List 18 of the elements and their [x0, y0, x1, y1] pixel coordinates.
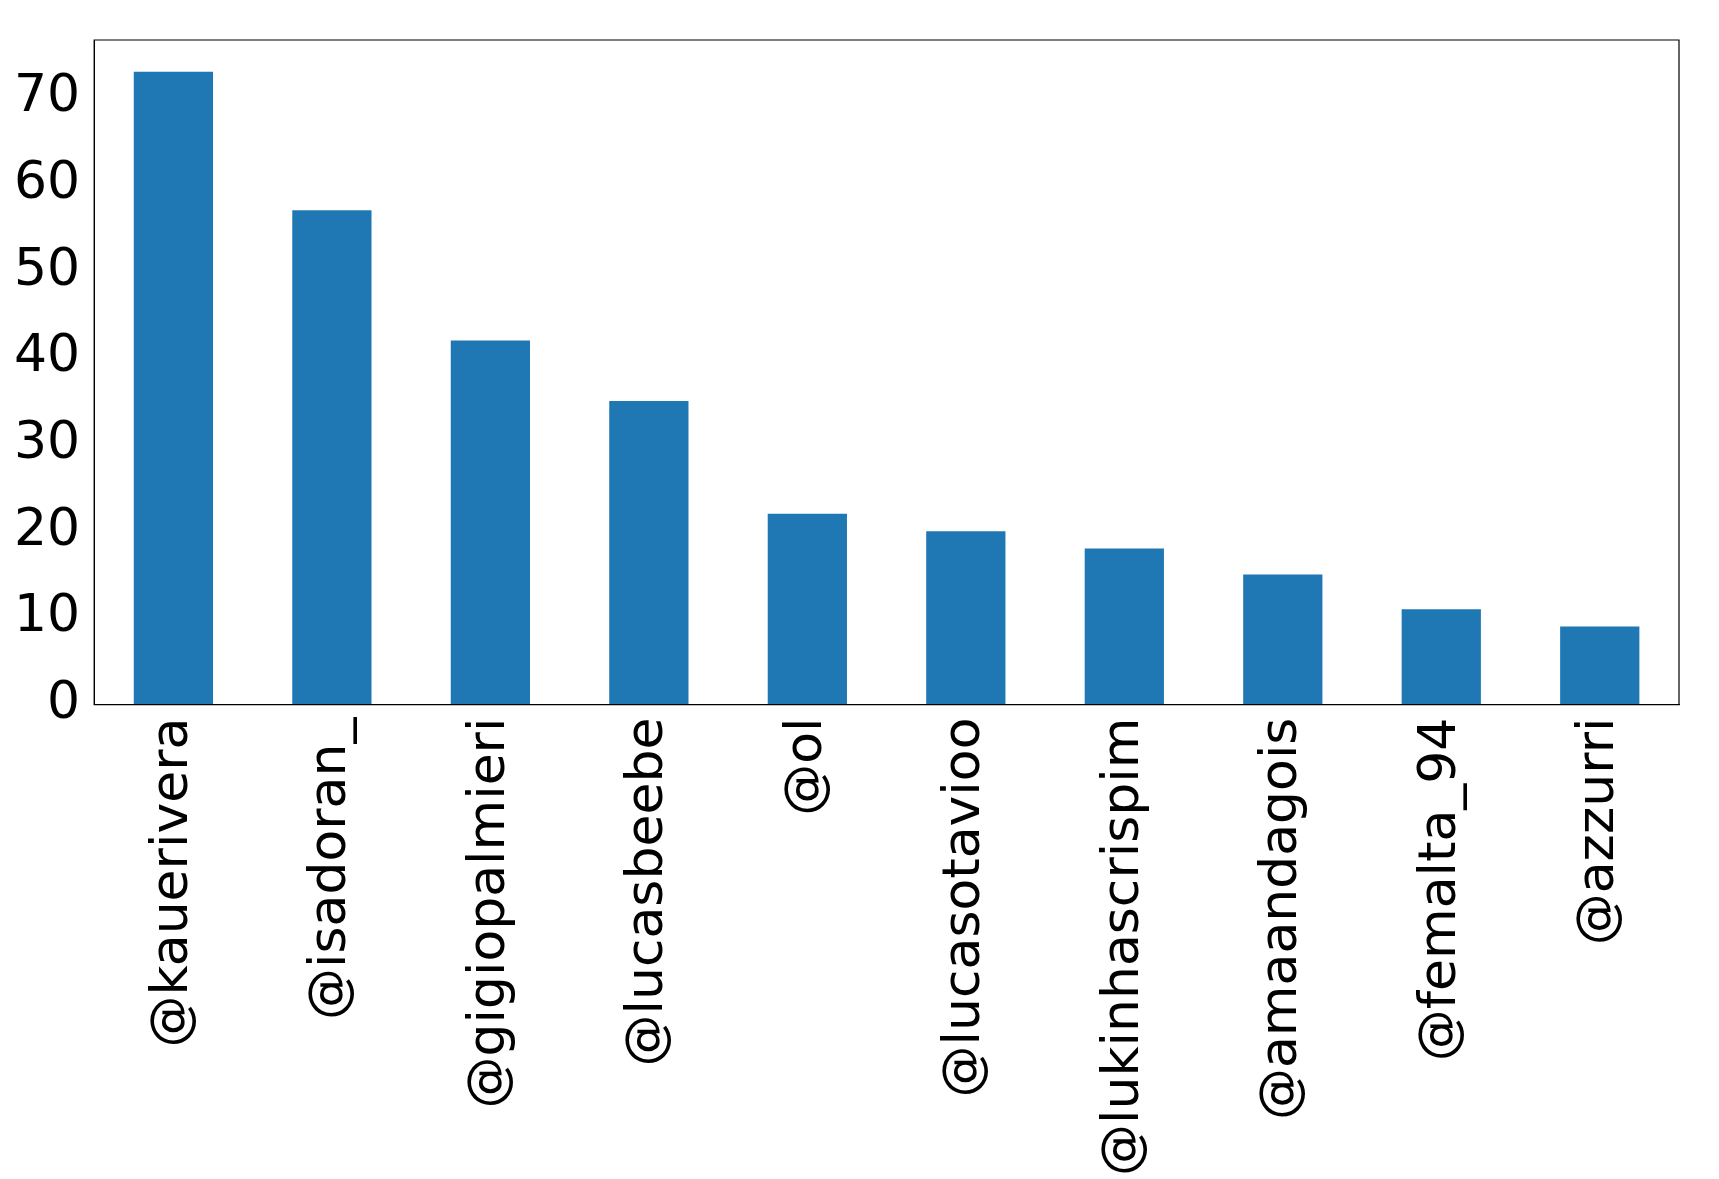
x-tick-label: @lucasbeebe: [614, 717, 675, 1067]
y-tick-label: 50: [14, 236, 81, 297]
y-tick-label: 0: [47, 670, 81, 731]
x-tick-label: @kauerivera: [138, 717, 199, 1048]
y-tick-label: 60: [14, 149, 81, 210]
y-tick-label: 20: [14, 496, 81, 557]
x-tick-label: @femalta_94: [1406, 717, 1467, 1062]
x-tick-label: @gigiopalmieri: [455, 717, 516, 1109]
x-tick-label: @isadoran_: [297, 716, 358, 1020]
y-tick-label: 30: [14, 409, 81, 470]
x-tick-label: @lucasotavioo: [931, 717, 992, 1098]
y-tick-label: 70: [14, 63, 81, 124]
y-tick-label: 40: [14, 323, 81, 384]
x-tick-label: @ol: [772, 717, 833, 816]
x-tick-label: @amaandagois: [1248, 717, 1309, 1120]
x-tick-label: @azzurri: [1565, 717, 1626, 946]
y-tick-label: 10: [14, 583, 81, 644]
x-tick-label: @lukinhascrispim: [1089, 717, 1150, 1176]
